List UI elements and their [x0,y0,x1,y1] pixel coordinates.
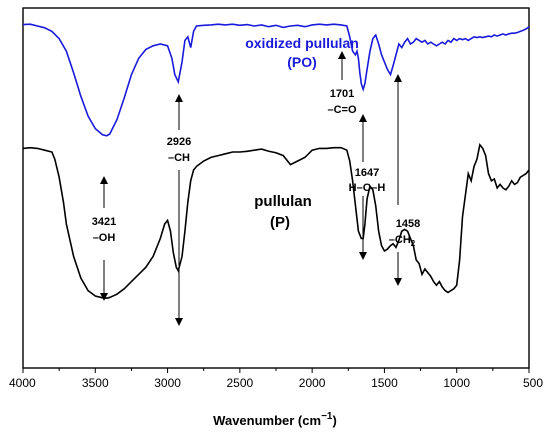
ann-3421-number: 3421 [92,216,116,228]
plot-frame [22,7,530,369]
series-label-p-line1: pullulan [254,193,312,210]
series-line-pullulan [22,142,530,299]
ann-1458-group-subscript: 2 [411,239,416,248]
ann-1701-group: –C=O [327,104,356,116]
x-axis-title-superscript: −1 [321,411,333,422]
ann-1458-number: 1458 [396,218,420,230]
x-tick-label-1000: 1000 [443,376,470,390]
series-label-po-line2: (PO) [287,54,317,70]
x-tick-label-3500: 3500 [82,376,109,390]
x-axis-title-main: Wavenumber (cm [213,413,321,428]
ann-1647-group: H–O–H [349,182,386,194]
series-line-oxidized-pullulan [22,23,530,137]
x-tick-label-4000: 4000 [9,376,36,390]
x-tick-label-2500: 2500 [227,376,254,390]
ann-1458-group-main: –CH [389,234,411,246]
series-label-p-line2: (P) [270,214,290,231]
x-tick-label-3000: 3000 [154,376,181,390]
ann-1647-number: 1647 [355,167,379,179]
ann-3421-group: –OH [93,232,116,244]
x-tick-label-1500: 1500 [371,376,398,390]
x-tick-label-500: 500 [523,376,543,390]
annotation-arrows [100,51,402,326]
ann-1458-group: –CH2 [389,234,416,248]
series-label-po-line1: oxidized pullulan [245,35,359,51]
x-axis-title: Wavenumber (cm−1) [213,411,337,428]
x-axis-title-close: ) [332,413,336,428]
ann-2926-number: 2926 [167,136,191,148]
x-axis-ticks: 4000 3500 3000 2500 2000 1500 1000 500 [9,368,543,390]
x-tick-label-2000: 2000 [299,376,326,390]
ann-1701-number: 1701 [330,88,354,100]
ann-2926-group: –CH [168,152,190,164]
